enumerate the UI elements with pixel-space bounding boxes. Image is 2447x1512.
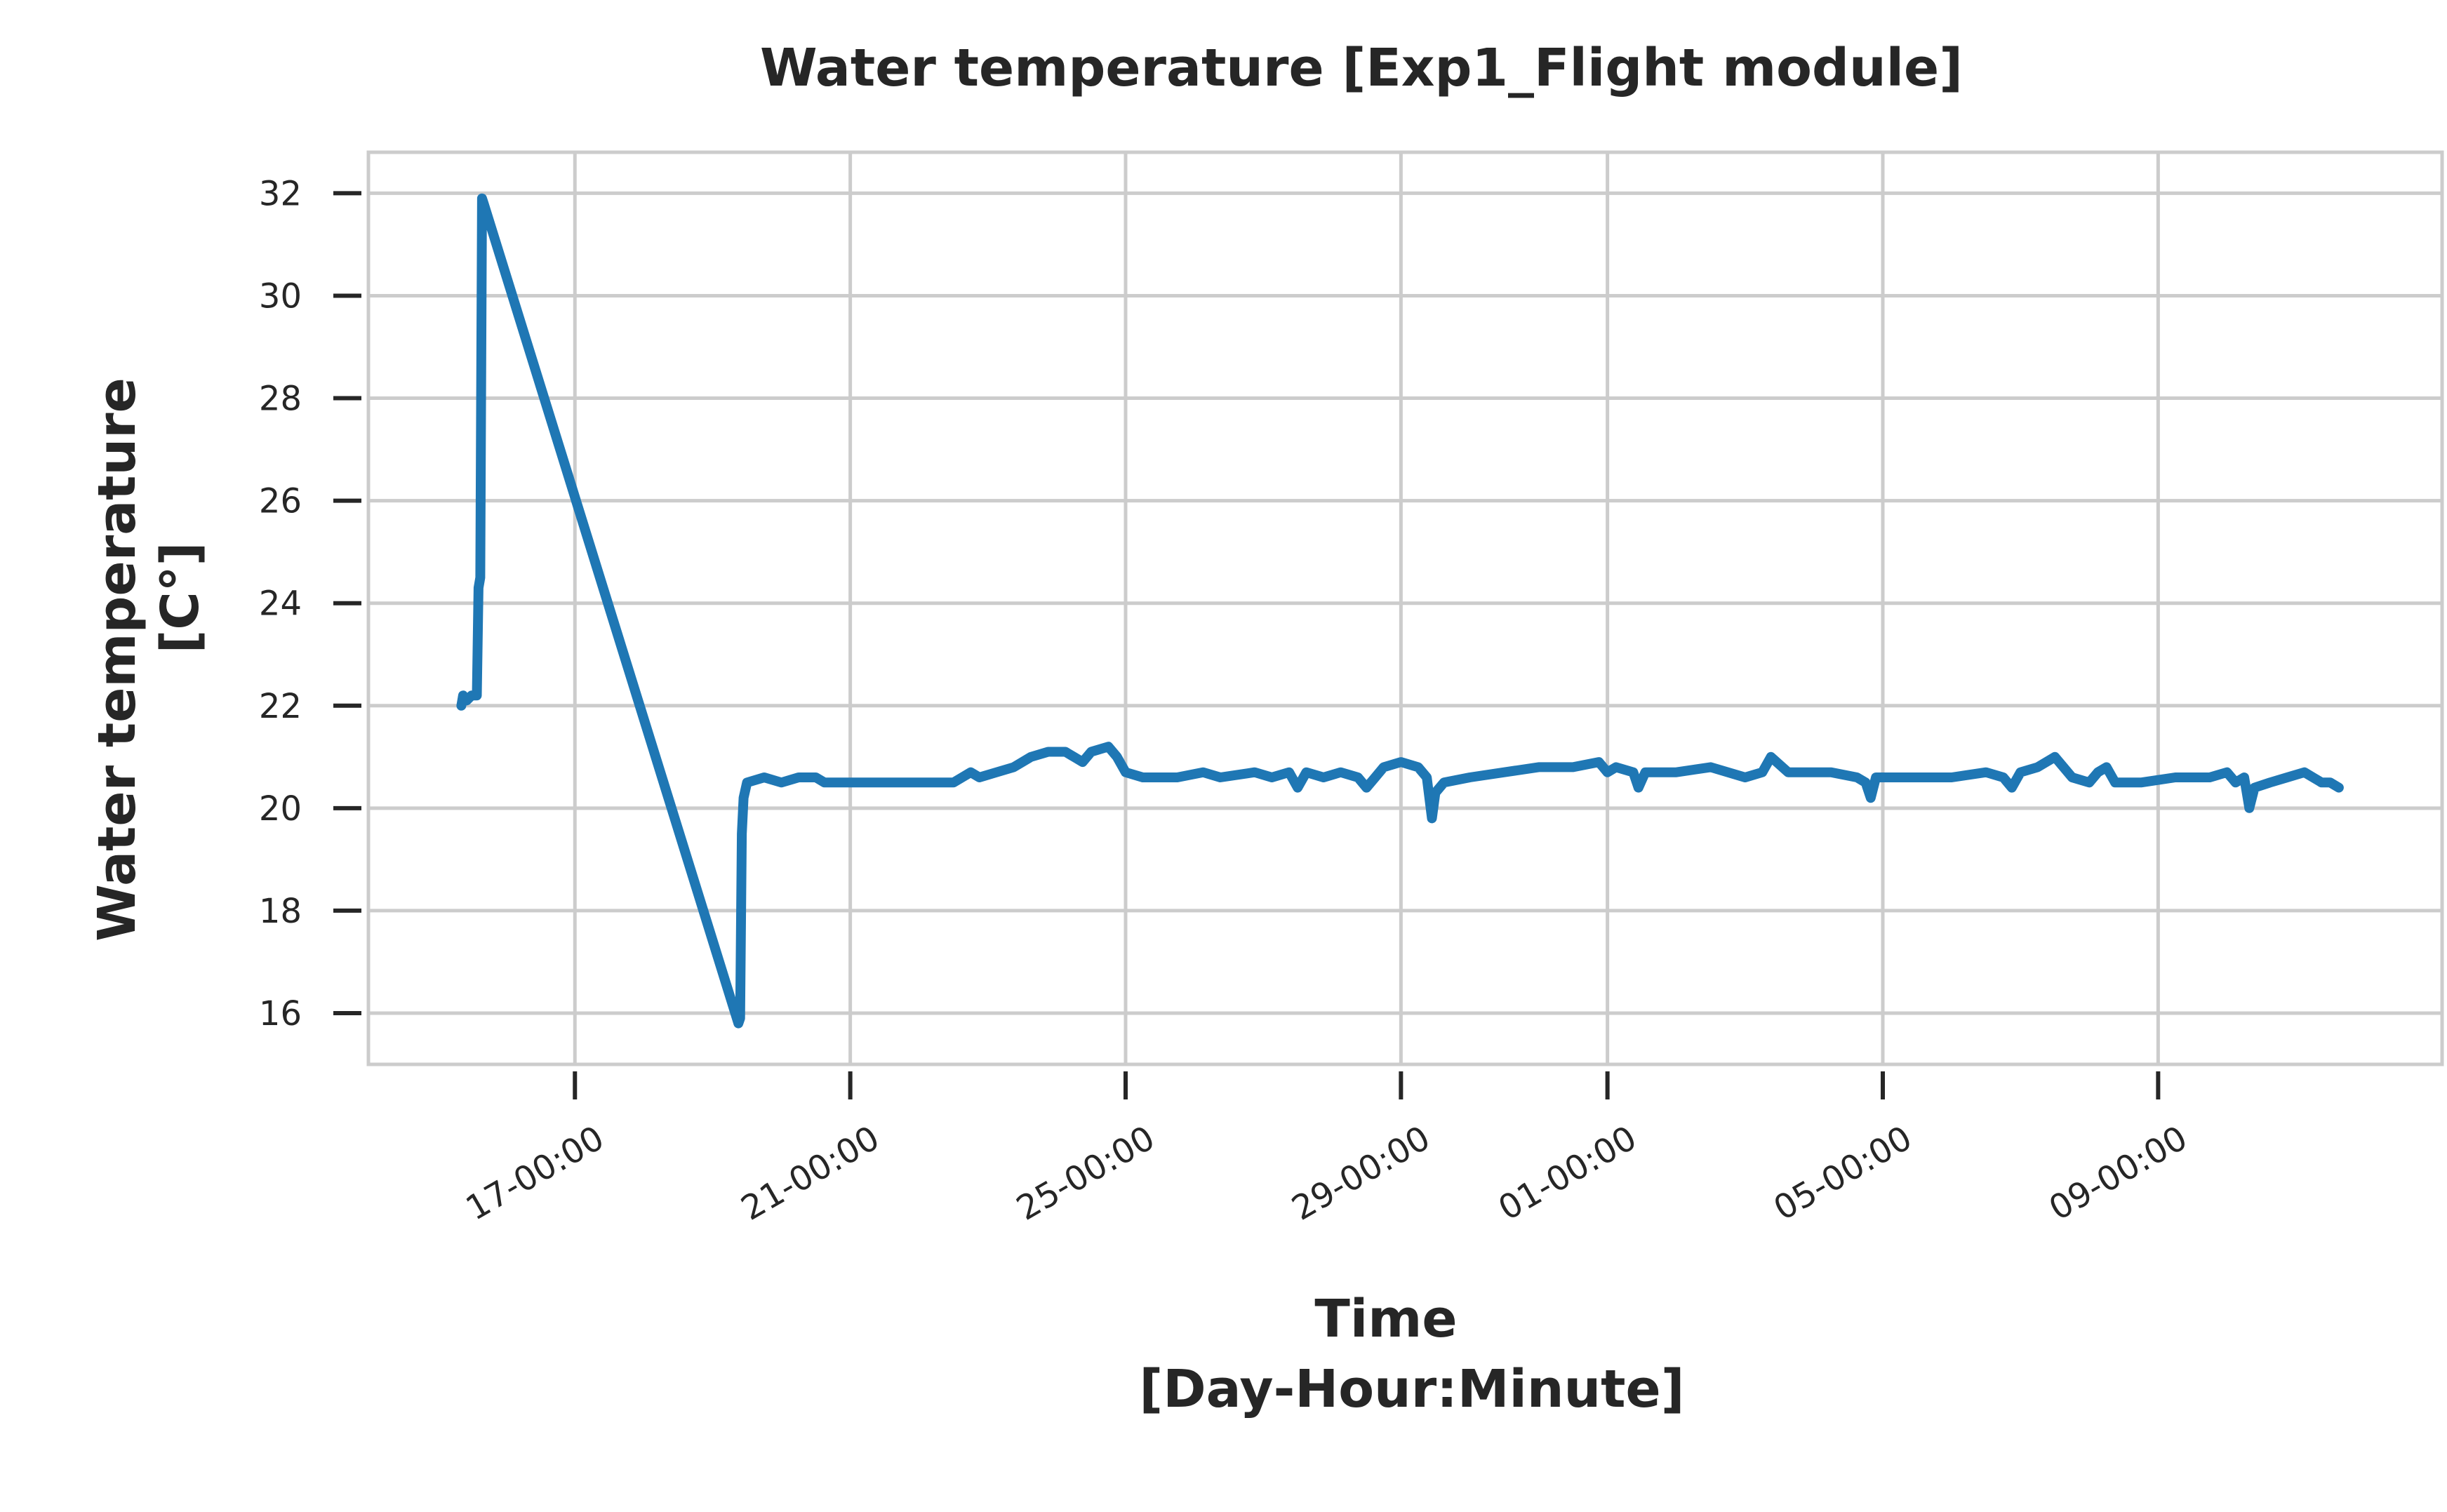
y-axis-label-line1: Water temperature [87, 377, 147, 942]
y-tick-label: 22 [259, 687, 302, 726]
y-tick-label: 24 [259, 584, 302, 624]
y-tick-label: 16 [259, 994, 302, 1033]
y-tick-label: 20 [259, 789, 302, 829]
series-layer [456, 193, 2344, 1029]
y-tick-label: 30 [259, 276, 302, 316]
y-axis-label-line2: [C°] [150, 542, 211, 654]
series-line-0 [456, 193, 2344, 1029]
plot-frame [366, 150, 2444, 1066]
y-tick-label: 32 [259, 174, 302, 213]
y-tick-label: 28 [259, 380, 302, 419]
x-axis-label-line2: [Day-Hour:Minute] [1139, 1359, 1684, 1419]
x-axis-label-line1: Time [1314, 1289, 1457, 1349]
chart-title: Water temperature [Exp1_Flight module] [760, 38, 1963, 98]
y-tick-label: 18 [259, 892, 302, 931]
y-tick-label: 26 [259, 482, 302, 521]
grid-lines [368, 152, 2442, 1064]
